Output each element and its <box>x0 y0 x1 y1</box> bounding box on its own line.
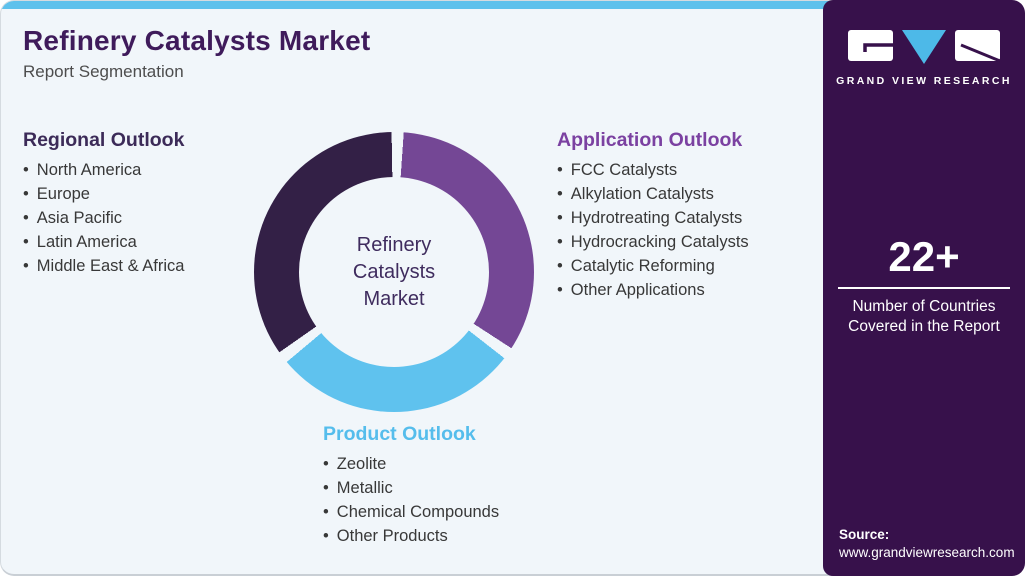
donut-center-label: Refinery Catalysts Market <box>352 233 436 310</box>
list-item: Europe <box>23 182 184 206</box>
page-subtitle: Report Segmentation <box>23 62 184 81</box>
page-title: Refinery Catalysts Market <box>23 25 371 56</box>
application-outlook-heading: Application Outlook <box>557 129 743 151</box>
stat-divider <box>838 287 1010 289</box>
list-item: Other Products <box>323 524 499 548</box>
brand-name: GRAND VIEW RESEARCH <box>836 75 1012 87</box>
product-outlook-heading: Product Outlook <box>323 423 476 445</box>
regional-outlook-section: Regional Outlook North AmericaEuropeAsia… <box>23 129 184 278</box>
list-item: Middle East & Africa <box>23 254 185 278</box>
donut-hole: Refinery Catalysts Market <box>299 177 489 367</box>
accent-top-bar <box>1 1 1024 9</box>
list-item: Hydrocracking Catalysts <box>557 230 749 254</box>
gvr-logo-icon <box>848 30 1000 64</box>
list-item: Chemical Compounds <box>323 500 499 524</box>
stat-label: Number of Countries Covered in the Repor… <box>848 298 1000 335</box>
gvr-logo: GRAND VIEW RESEARCH <box>823 26 1025 87</box>
list-item: Latin America <box>23 230 184 254</box>
countries-stat: 22+ Number of Countries Covered in the R… <box>823 236 1025 337</box>
application-outlook-list: FCC CatalystsAlkylation CatalystsHydrotr… <box>557 158 749 302</box>
list-item: Metallic <box>323 476 499 500</box>
list-item: Other Applications <box>557 278 749 302</box>
application-outlook-section: Application Outlook FCC CatalystsAlkylat… <box>557 129 749 302</box>
list-item: FCC Catalysts <box>557 158 749 182</box>
stat-value: 22+ <box>888 233 960 280</box>
sidebar-panel: GRAND VIEW RESEARCH 22+ Number of Countr… <box>823 0 1025 576</box>
regional-outlook-heading: Regional Outlook <box>23 129 185 151</box>
regional-outlook-list: North AmericaEuropeAsia PacificLatin Ame… <box>23 158 185 278</box>
list-item: Alkylation Catalysts <box>557 182 749 206</box>
source-url: www.grandviewresearch.com <box>839 545 1015 560</box>
list-item: Asia Pacific <box>23 206 184 230</box>
product-outlook-section: Product Outlook ZeoliteMetallicChemical … <box>323 423 499 548</box>
list-item: Zeolite <box>323 452 499 476</box>
segmentation-donut-chart: Refinery Catalysts Market <box>254 132 534 412</box>
source-block: Source: www.grandviewresearch.com <box>839 527 1015 560</box>
source-label: Source: <box>839 527 890 542</box>
header: Refinery Catalysts Market Report Segment… <box>23 25 370 82</box>
list-item: Hydrotreating Catalysts <box>557 206 749 230</box>
list-item: North America <box>23 158 184 182</box>
product-outlook-list: ZeoliteMetallicChemical CompoundsOther P… <box>323 452 499 548</box>
list-item: Catalytic Reforming <box>557 254 749 278</box>
